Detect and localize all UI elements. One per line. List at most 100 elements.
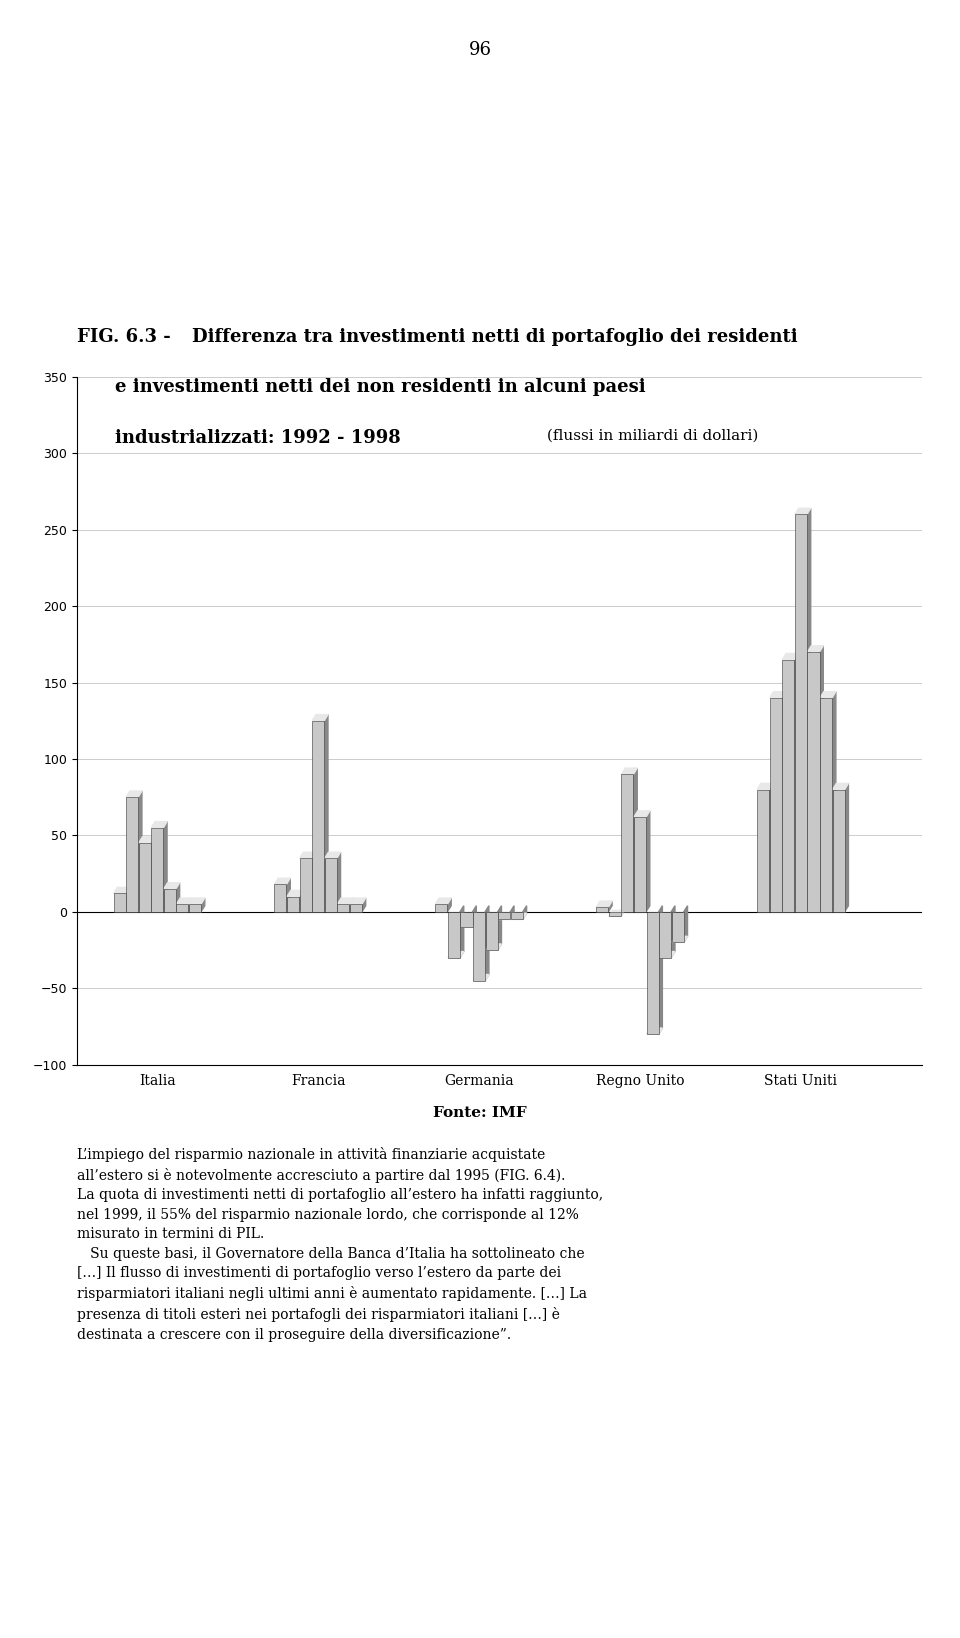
Polygon shape <box>472 906 476 927</box>
Bar <box>646 912 659 1034</box>
Bar <box>596 907 609 912</box>
Bar <box>832 790 845 912</box>
Polygon shape <box>163 822 167 912</box>
Text: Differenza tra investimenti netti di portafoglio dei residenti: Differenza tra investimenti netti di por… <box>192 328 798 346</box>
Polygon shape <box>176 883 180 912</box>
Polygon shape <box>621 768 637 775</box>
Polygon shape <box>845 783 849 912</box>
Polygon shape <box>684 906 687 942</box>
Polygon shape <box>609 911 625 916</box>
Polygon shape <box>769 783 773 912</box>
Bar <box>757 790 769 912</box>
Bar <box>621 775 634 912</box>
Polygon shape <box>757 783 773 790</box>
Polygon shape <box>300 852 316 858</box>
Polygon shape <box>349 898 353 912</box>
Bar <box>820 698 832 912</box>
Bar <box>435 904 447 912</box>
Bar <box>312 721 324 912</box>
Bar <box>152 827 163 912</box>
Bar <box>337 904 349 912</box>
Bar <box>189 904 201 912</box>
Polygon shape <box>337 852 341 912</box>
Bar <box>672 912 684 942</box>
Text: FIG. 6.3 -: FIG. 6.3 - <box>77 328 177 346</box>
Polygon shape <box>634 768 637 912</box>
Bar <box>300 858 312 912</box>
Polygon shape <box>795 508 810 514</box>
Bar <box>807 652 820 912</box>
Bar <box>138 844 151 912</box>
Bar <box>634 817 646 912</box>
Bar <box>770 698 781 912</box>
Text: (flussi in miliardi di dollari): (flussi in miliardi di dollari) <box>542 429 758 444</box>
Polygon shape <box>151 837 155 912</box>
Polygon shape <box>448 952 464 958</box>
Polygon shape <box>460 906 464 958</box>
Polygon shape <box>671 906 675 958</box>
Bar <box>486 912 497 950</box>
Bar <box>461 912 472 927</box>
Polygon shape <box>832 783 849 790</box>
Polygon shape <box>164 883 180 889</box>
Polygon shape <box>201 898 204 912</box>
Polygon shape <box>312 714 328 721</box>
Polygon shape <box>126 791 142 798</box>
Bar <box>287 896 300 912</box>
Bar <box>448 912 460 958</box>
Polygon shape <box>497 906 501 950</box>
Polygon shape <box>138 837 155 844</box>
Polygon shape <box>287 891 302 896</box>
Polygon shape <box>659 906 662 1034</box>
Polygon shape <box>486 943 501 950</box>
Polygon shape <box>634 811 650 817</box>
Bar <box>349 904 362 912</box>
Polygon shape <box>820 645 824 912</box>
Polygon shape <box>461 921 476 927</box>
Polygon shape <box>807 508 810 912</box>
Polygon shape <box>523 906 527 919</box>
Polygon shape <box>646 1029 662 1034</box>
Text: L’impiego del risparmio nazionale in attività finanziarie acquistate
all’estero : L’impiego del risparmio nazionale in att… <box>77 1147 603 1342</box>
Polygon shape <box>596 901 612 907</box>
Polygon shape <box>770 691 785 698</box>
Polygon shape <box>511 906 514 919</box>
Polygon shape <box>113 888 130 893</box>
Polygon shape <box>781 691 785 912</box>
Bar <box>275 885 286 912</box>
Polygon shape <box>832 691 836 912</box>
Polygon shape <box>152 822 167 827</box>
Bar <box>511 912 523 919</box>
Bar <box>324 858 337 912</box>
Polygon shape <box>672 937 687 942</box>
Polygon shape <box>275 878 290 885</box>
Polygon shape <box>447 898 451 912</box>
Polygon shape <box>498 914 514 919</box>
Polygon shape <box>189 898 204 904</box>
Polygon shape <box>609 901 612 912</box>
Text: industrializzati: 1992 - 1998: industrializzati: 1992 - 1998 <box>115 429 401 447</box>
Bar <box>177 904 188 912</box>
Polygon shape <box>660 952 675 958</box>
Polygon shape <box>794 654 798 912</box>
Bar <box>660 912 671 958</box>
Bar <box>782 660 794 912</box>
Polygon shape <box>621 906 625 916</box>
Polygon shape <box>435 898 451 904</box>
Text: e investimenti netti dei non residenti in alcuni paesi: e investimenti netti dei non residenti i… <box>115 378 646 396</box>
Text: 96: 96 <box>468 41 492 59</box>
Polygon shape <box>362 898 366 912</box>
Polygon shape <box>473 975 489 981</box>
Polygon shape <box>138 791 142 912</box>
Polygon shape <box>312 852 316 912</box>
Polygon shape <box>188 898 192 912</box>
Polygon shape <box>126 888 130 912</box>
Bar <box>498 912 511 919</box>
Polygon shape <box>324 852 341 858</box>
Polygon shape <box>349 898 366 904</box>
Bar <box>113 893 126 912</box>
Bar <box>609 912 621 916</box>
Polygon shape <box>177 898 192 904</box>
Polygon shape <box>646 811 650 912</box>
Polygon shape <box>485 906 489 981</box>
